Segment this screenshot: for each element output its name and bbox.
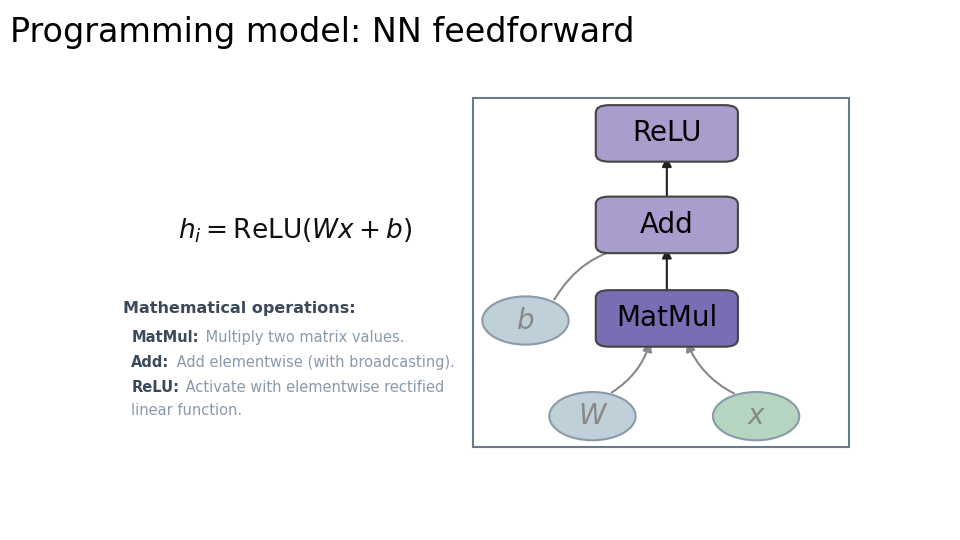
FancyArrowPatch shape (554, 244, 631, 300)
FancyBboxPatch shape (596, 290, 738, 347)
Text: ReLU: ReLU (632, 119, 702, 147)
Text: W: W (579, 402, 606, 430)
Circle shape (713, 392, 800, 440)
Text: Add: Add (640, 211, 694, 239)
Text: x: x (748, 402, 764, 430)
FancyBboxPatch shape (596, 197, 738, 253)
Text: Add:: Add: (132, 355, 169, 369)
Circle shape (549, 392, 636, 440)
Text: MatMul:: MatMul: (132, 329, 199, 345)
Text: MatMul: MatMul (616, 305, 717, 333)
FancyBboxPatch shape (473, 98, 849, 447)
Text: Programming model: NN feedforward: Programming model: NN feedforward (10, 16, 635, 49)
Text: ReLU:: ReLU: (132, 380, 180, 395)
Text: b: b (516, 307, 535, 334)
Text: Activate with elementwise rectified: Activate with elementwise rectified (181, 380, 444, 395)
Circle shape (482, 296, 568, 345)
Text: Add elementwise (with broadcasting).: Add elementwise (with broadcasting). (172, 355, 454, 369)
Text: $h_i = \mathrm{ReLU}(Wx + b)$: $h_i = \mathrm{ReLU}(Wx + b)$ (178, 217, 412, 245)
FancyBboxPatch shape (596, 105, 738, 161)
Text: Multiply two matrix values.: Multiply two matrix values. (201, 329, 404, 345)
FancyArrowPatch shape (687, 344, 734, 394)
Text: linear function.: linear function. (132, 403, 242, 418)
FancyArrowPatch shape (612, 344, 651, 393)
Text: Mathematical operations:: Mathematical operations: (123, 301, 355, 315)
